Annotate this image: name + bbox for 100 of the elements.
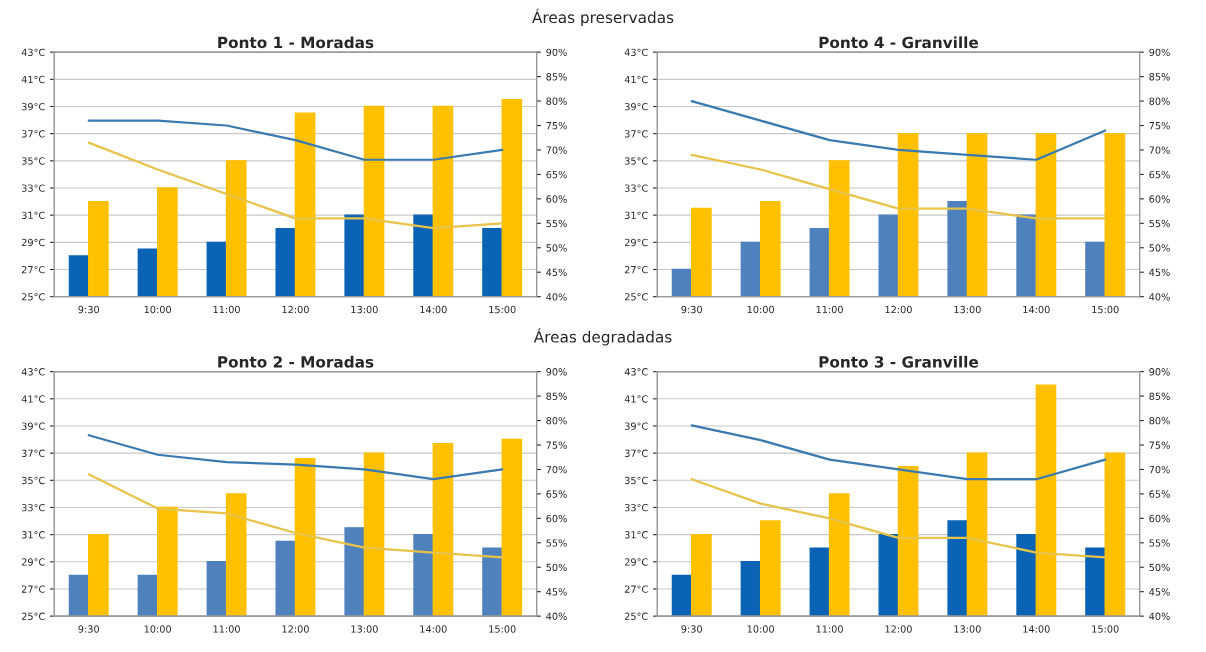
y-tick-label: 35°C (624, 476, 648, 485)
y2-tick-label: 60% (1149, 514, 1170, 523)
y-tick-label: 39°C (21, 102, 45, 111)
x-tick-label: 13:00 (351, 625, 378, 633)
x-tick-label: 15:00 (489, 625, 516, 633)
y2-tick-label: 45% (1149, 268, 1170, 277)
y-tick-label: 27°C (21, 585, 45, 593)
y2-tick-label: 55% (1149, 219, 1170, 228)
line-series (87, 473, 504, 559)
y-tick-label: 35°C (624, 157, 648, 165)
x-tick-label: 9:30 (681, 305, 702, 314)
x-tick-label: 12:00 (282, 305, 309, 314)
y2-tick-label: 40% (546, 293, 567, 301)
y-tick-label: 41°C (21, 75, 45, 84)
y-tick-label: 25°C (21, 293, 45, 301)
y2-tick-label: 70% (1149, 465, 1170, 474)
y2-tick-label: 65% (1149, 490, 1170, 498)
y2-tick-label: 80% (546, 417, 567, 425)
chart-title: Ponto 4 - Granville (819, 36, 979, 49)
x-tick-label: 14:00 (420, 625, 447, 633)
y-tick-label: 37°C (624, 449, 648, 457)
x-tick-label: 9:30 (681, 625, 702, 633)
x-tick-label: 10:00 (144, 625, 171, 633)
chart-title: Ponto 1 - Moradas (218, 36, 374, 49)
y-tick-label: 43°C (624, 368, 648, 376)
y2-tick-label: 80% (1149, 417, 1170, 425)
y2-tick-label: 50% (1149, 244, 1170, 252)
y2-tick-label: 65% (1149, 170, 1170, 179)
y-tick-label: 43°C (21, 48, 45, 56)
line-series (690, 424, 1107, 481)
y2-tick-label: 85% (1149, 73, 1170, 81)
x-tick-label: 14:00 (1023, 305, 1050, 314)
y2-tick-label: 85% (546, 392, 567, 400)
x-tick-label: 10:00 (747, 305, 774, 314)
y2-tick-label: 45% (1149, 588, 1170, 596)
y2-tick-label: 40% (546, 612, 567, 620)
y2-tick-label: 50% (546, 563, 567, 572)
line-series (690, 153, 1107, 220)
y2-tick-label: 65% (546, 170, 567, 179)
y-tick-label: 35°C (21, 476, 45, 485)
y2-tick-label: 50% (1149, 563, 1170, 572)
x-tick-label: 10:00 (747, 625, 774, 633)
y2-tick-label: 70% (546, 465, 567, 474)
y2-tick-label: 75% (546, 121, 567, 130)
y-tick-label: 31°C (21, 211, 45, 219)
y-tick-label: 33°C (624, 184, 648, 192)
y2-tick-label: 70% (1149, 146, 1170, 154)
x-tick-label: 11:00 (213, 625, 240, 633)
x-tick-label: 13:00 (351, 305, 378, 314)
y2-tick-label: 90% (1149, 368, 1170, 376)
y2-tick-label: 40% (1149, 293, 1170, 301)
y2-tick-label: 90% (1149, 48, 1170, 56)
y-tick-label: 37°C (21, 449, 45, 457)
y-tick-label: 37°C (21, 130, 45, 138)
x-tick-label: 15:00 (1092, 625, 1119, 633)
x-tick-label: 13:00 (954, 625, 981, 633)
y2-tick-label: 85% (1149, 392, 1170, 400)
y2-tick-label: 80% (546, 97, 567, 105)
text: Áreas preservadas (532, 8, 674, 27)
y2-tick-label: 75% (1149, 441, 1170, 449)
y2-tick-label: 55% (1149, 539, 1170, 547)
y2-tick-label: 60% (546, 514, 567, 523)
y2-tick-label: 60% (1149, 195, 1170, 203)
y-tick-label: 43°C (21, 368, 45, 376)
y-tick-label: 31°C (624, 211, 648, 219)
y-tick-label: 41°C (624, 75, 648, 84)
y-tick-label: 39°C (624, 422, 648, 430)
line-series (87, 119, 504, 161)
x-tick-label: 12:00 (282, 625, 309, 633)
y-tick-label: 29°C (624, 238, 648, 247)
y2-tick-label: 90% (546, 48, 567, 56)
y2-tick-label: 80% (1149, 97, 1170, 105)
y-tick-label: 41°C (21, 395, 45, 403)
y2-tick-label: 50% (546, 244, 567, 252)
y2-tick-label: 70% (546, 146, 567, 154)
y2-tick-label: 65% (546, 490, 567, 498)
y-tick-label: 35°C (21, 157, 45, 165)
y-tick-label: 31°C (624, 531, 648, 539)
line-series (690, 478, 1107, 559)
y-tick-label: 37°C (624, 130, 648, 138)
chart-title: Ponto 3 - Granville (819, 355, 979, 368)
y-tick-label: 29°C (21, 558, 45, 566)
y-tick-label: 27°C (624, 585, 648, 593)
y-tick-label: 41°C (624, 395, 648, 403)
y-tick-label: 31°C (21, 531, 45, 539)
x-tick-label: 13:00 (954, 305, 981, 314)
y-tick-label: 39°C (624, 102, 648, 111)
y2-tick-label: 60% (546, 195, 567, 203)
y-tick-label: 33°C (21, 184, 45, 192)
x-tick-label: 15:00 (489, 305, 516, 314)
chart-title: Ponto 2 - Moradas (218, 355, 374, 368)
y2-tick-label: 85% (546, 73, 567, 81)
x-tick-label: 12:00 (885, 625, 912, 633)
x-tick-label: 9:30 (78, 305, 99, 314)
x-tick-label: 11:00 (816, 305, 843, 314)
y-tick-label: 27°C (21, 265, 45, 274)
x-tick-label: 15:00 (1092, 305, 1119, 314)
y2-tick-label: 45% (546, 268, 567, 277)
y-tick-label: 25°C (21, 612, 45, 620)
x-tick-label: 14:00 (420, 305, 447, 314)
